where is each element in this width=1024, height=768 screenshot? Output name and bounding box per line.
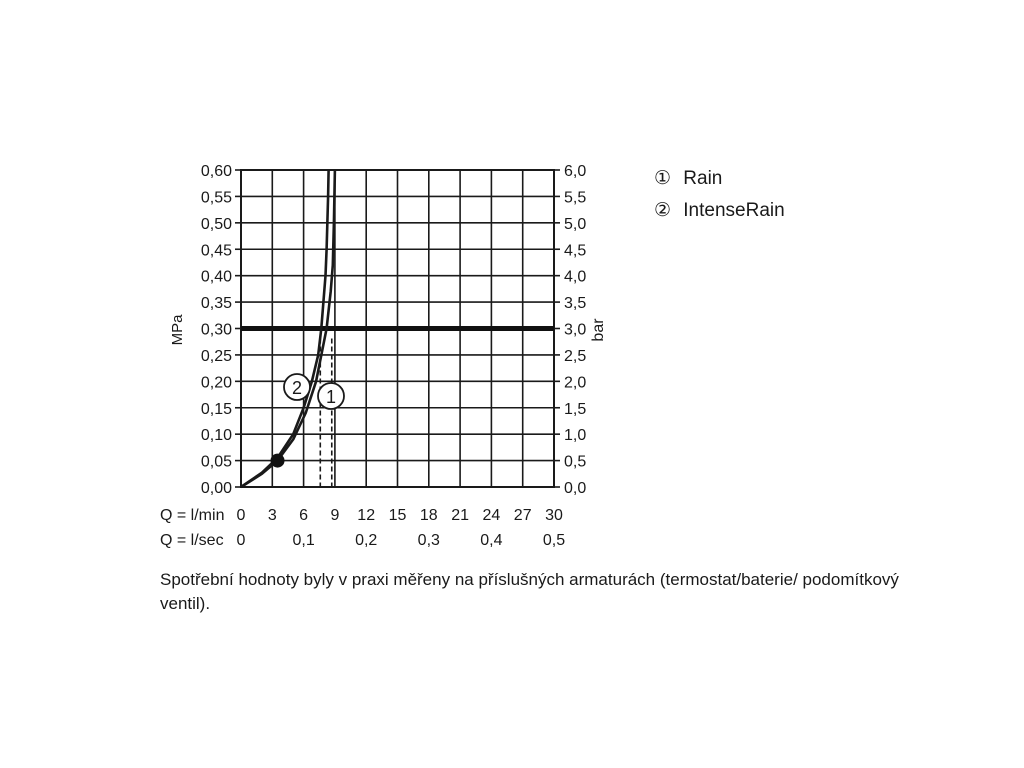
y-tick-label-left: 0,20 <box>201 374 232 391</box>
y-tick-label-left: 0,25 <box>201 348 232 365</box>
x-tick-label-lmin: 9 <box>330 507 339 524</box>
x-tick-label-lsec: 0,4 <box>480 532 502 549</box>
y-tick-label-right: 3,5 <box>564 295 586 312</box>
y-tick-label-left: 0,15 <box>201 401 232 418</box>
y-tick-label-right: 0,5 <box>564 454 586 471</box>
x-tick-label-lmin: 6 <box>299 507 308 524</box>
y-tick-label-right: 3,0 <box>564 322 586 339</box>
x-tick-label-lmin: 0 <box>237 507 246 524</box>
x-row-label-lsec: Q = l/sec <box>160 532 224 549</box>
y-tick-label-left: 0,35 <box>201 295 232 312</box>
y-tick-label-right: 0,0 <box>564 480 586 497</box>
x-tick-label-lmin: 18 <box>420 507 438 524</box>
legend-marker-1: ① <box>654 168 672 189</box>
x-tick-label-lsec: 0,5 <box>543 532 565 549</box>
y-tick-label-right: 4,5 <box>564 242 586 259</box>
y-tick-label-right: 1,0 <box>564 427 586 444</box>
y-tick-label-left: 0,00 <box>201 480 232 497</box>
legend-label-intenserain: IntenseRain <box>683 200 785 221</box>
y-tick-label-right: 2,0 <box>564 374 586 391</box>
chart-caption: Spotřební hodnoty byly v praxi měřeny na… <box>160 570 899 613</box>
y-tick-label-right: 2,5 <box>564 348 586 365</box>
y-axis-label-left: MPa <box>169 314 186 346</box>
curve-junction-dot <box>270 453 285 468</box>
y-tick-label-right: 5,0 <box>564 216 586 233</box>
y-tick-label-right: 6,0 <box>564 163 586 180</box>
x-tick-label-lsec: 0,3 <box>418 532 440 549</box>
series-marker-2-label: 2 <box>292 378 302 398</box>
x-tick-label-lmin: 27 <box>514 507 532 524</box>
y-axis-label-right: bar <box>590 318 607 342</box>
y-tick-label-left: 0,60 <box>201 163 232 180</box>
axis-labels-group: 0,000,050,100,150,200,250,300,350,400,45… <box>160 163 607 549</box>
x-tick-label-lmin: 12 <box>357 507 375 524</box>
legend-item-intenserain: ② IntenseRain <box>654 200 785 222</box>
series-marker-1-circle <box>317 382 345 410</box>
x-tick-label-lmin: 30 <box>545 507 563 524</box>
y-tick-label-left: 0,30 <box>201 322 232 339</box>
y-tick-label-left: 0,40 <box>201 269 232 286</box>
y-tick-label-right: 5,5 <box>564 189 586 206</box>
series-marker-2-circle <box>283 373 311 401</box>
y-tick-label-right: 4,0 <box>564 269 586 286</box>
y-tick-label-left: 0,55 <box>201 189 232 206</box>
legend-item-rain: ① Rain <box>654 168 722 190</box>
y-tick-label-left: 0,10 <box>201 427 232 444</box>
legend-marker-2: ② <box>654 200 672 221</box>
x-tick-label-lmin: 15 <box>389 507 407 524</box>
y-tick-label-left: 0,05 <box>201 454 232 471</box>
y-tick-label-left: 0,45 <box>201 242 232 259</box>
x-tick-label-lmin: 24 <box>483 507 501 524</box>
x-tick-label-lsec: 0,1 <box>292 532 314 549</box>
y-tick-label-right: 1,5 <box>564 401 586 418</box>
x-tick-label-lmin: 3 <box>268 507 277 524</box>
series-marker-1-label: 1 <box>326 387 336 407</box>
x-tick-label-lsec: 0,2 <box>355 532 377 549</box>
x-tick-label-lsec: 0 <box>237 532 246 549</box>
legend-label-rain: Rain <box>683 168 723 189</box>
y-tick-label-left: 0,50 <box>201 216 232 233</box>
x-row-label-lmin: Q = l/min <box>160 507 224 524</box>
x-tick-label-lmin: 21 <box>451 507 469 524</box>
